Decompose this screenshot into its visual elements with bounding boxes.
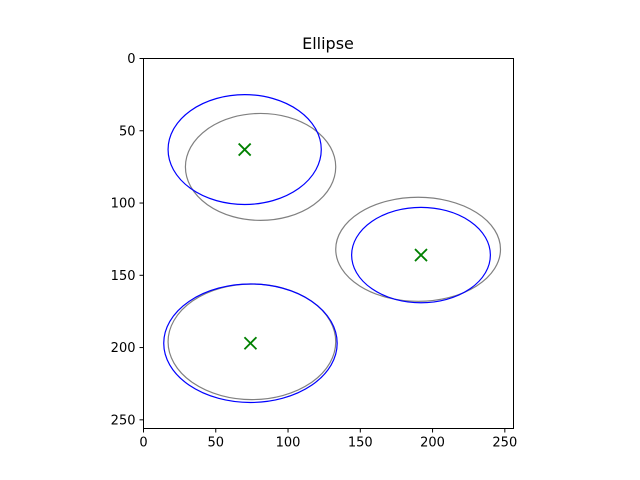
blue-ellipse-3 [163,283,338,404]
x-tick-label-0: 0 [139,436,147,451]
blue-ellipse-1 [167,94,322,206]
axes-frame [143,58,514,429]
x-tick-label-150: 150 [348,436,373,451]
y-tick-label-200: 200 [111,341,136,356]
gray-ellipse-2 [335,196,502,302]
y-tick-label-100: 100 [111,197,136,212]
blue-ellipse-2 [351,206,491,304]
x-tick-label-200: 200 [420,436,445,451]
gray-ellipse-1 [184,112,337,221]
center-marker-1 [238,142,252,157]
plot-area [163,94,502,404]
center-marker-3 [243,336,258,350]
x-tick-label-50: 50 [207,436,224,451]
y-tick-label-50: 50 [119,124,136,139]
center-marker-2 [414,248,428,262]
y-tick-label-150: 150 [111,269,136,284]
x-tick-label-100: 100 [276,436,301,451]
x-tick-label-250: 250 [492,436,517,451]
chart-title: Ellipse [302,34,354,53]
y-tick-label-0: 0 [127,52,135,67]
y-tick-label-250: 250 [111,413,136,428]
